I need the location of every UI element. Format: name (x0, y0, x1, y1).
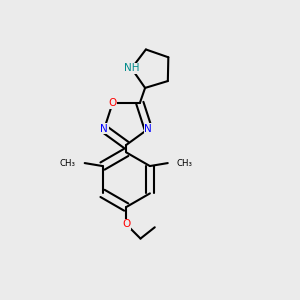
Text: NH: NH (124, 63, 139, 74)
Text: O: O (122, 219, 130, 229)
Text: N: N (144, 124, 152, 134)
Text: O: O (109, 98, 117, 108)
Text: N: N (100, 124, 108, 134)
Text: CH₃: CH₃ (60, 159, 76, 168)
Text: CH₃: CH₃ (177, 159, 193, 168)
